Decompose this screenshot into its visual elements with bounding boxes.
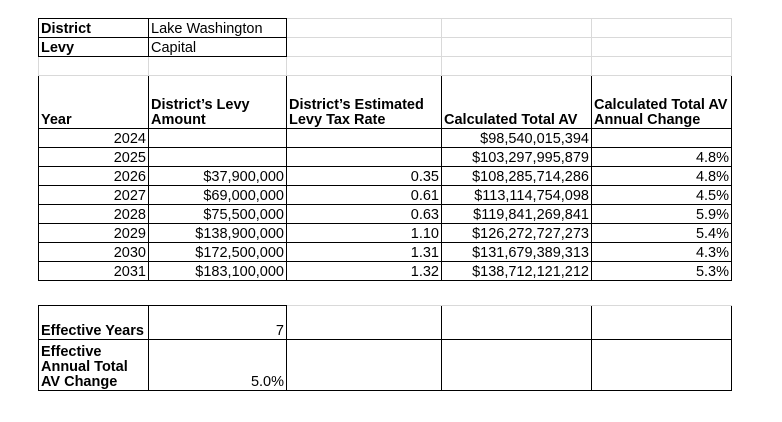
district-value: Lake Washington xyxy=(148,18,287,38)
year-cell: 2028 xyxy=(38,204,149,224)
tax-rate-cell: 0.63 xyxy=(286,204,442,224)
table-row: 2027 $69,000,000 0.61 $113,114,754,098 4.5% xyxy=(38,185,732,205)
data-rows: 2024 $98,540,015,394 2025 $103,297,995,879 4… xyxy=(38,128,732,281)
table-row: 2026 $37,900,000 0.35 $108,285,714,286 4.8% xyxy=(38,166,732,186)
levy-amount-cell: $75,500,000 xyxy=(148,204,287,224)
total-av-cell: $126,272,727,273 xyxy=(441,223,592,243)
av-change-cell xyxy=(591,128,732,148)
year-cell: 2030 xyxy=(38,242,149,262)
levy-spreadsheet: District Lake Washington Levy Capital Ye… xyxy=(38,18,732,391)
effective-years-value: 7 xyxy=(148,305,287,340)
total-av-cell: $119,841,269,841 xyxy=(441,204,592,224)
total-av-header: Calculated Total AV xyxy=(441,75,592,129)
total-av-cell: $131,679,389,313 xyxy=(441,242,592,262)
table-row: 2025 $103,297,995,879 4.8% xyxy=(38,147,732,167)
tax-rate-cell xyxy=(286,128,442,148)
levy-value: Capital xyxy=(148,37,287,57)
tax-rate-cell: 1.32 xyxy=(286,261,442,281)
tax-rate-cell: 0.61 xyxy=(286,185,442,205)
year-header: Year xyxy=(38,75,149,129)
levy-label: Levy xyxy=(38,37,149,57)
levy-amount-cell: $37,900,000 xyxy=(148,166,287,186)
year-cell: 2027 xyxy=(38,185,149,205)
av-change-cell: 5.9% xyxy=(591,204,732,224)
total-av-cell: $103,297,995,879 xyxy=(441,147,592,167)
av-change-cell: 4.8% xyxy=(591,147,732,167)
av-change-cell: 4.8% xyxy=(591,166,732,186)
effective-change-label: Effective Annual Total AV Change xyxy=(38,339,149,391)
levy-amount-cell: $183,100,000 xyxy=(148,261,287,281)
district-label: District xyxy=(38,18,149,38)
tax-rate-cell xyxy=(286,147,442,167)
levy-amount-cell xyxy=(148,128,287,148)
total-av-cell: $138,712,121,212 xyxy=(441,261,592,281)
tax-rate-cell: 1.31 xyxy=(286,242,442,262)
av-change-header: Calculated Total AV Annual Change xyxy=(591,75,732,129)
table-row: 2031 $183,100,000 1.32 $138,712,121,212 5.3% xyxy=(38,261,732,281)
av-change-cell: 5.3% xyxy=(591,261,732,281)
tax-rate-cell: 0.35 xyxy=(286,166,442,186)
table-row: 2024 $98,540,015,394 xyxy=(38,128,732,148)
effective-years-label: Effective Years xyxy=(38,305,149,340)
year-cell: 2026 xyxy=(38,166,149,186)
av-change-cell: 4.5% xyxy=(591,185,732,205)
tax-rate-header: District’s Estimated Levy Tax Rate xyxy=(286,75,442,129)
levy-amount-cell xyxy=(148,147,287,167)
effective-change-value: 5.0% xyxy=(148,339,287,391)
year-cell: 2025 xyxy=(38,147,149,167)
table-row: 2029 $138,900,000 1.10 $126,272,727,273 5.4% xyxy=(38,223,732,243)
tax-rate-cell: 1.10 xyxy=(286,223,442,243)
levy-amount-header: District’s Levy Amount xyxy=(148,75,287,129)
table-row: 2030 $172,500,000 1.31 $131,679,389,313 4.3% xyxy=(38,242,732,262)
total-av-cell: $98,540,015,394 xyxy=(441,128,592,148)
year-cell: 2029 xyxy=(38,223,149,243)
table-row: 2028 $75,500,000 0.63 $119,841,269,841 5.9% xyxy=(38,204,732,224)
total-av-cell: $108,285,714,286 xyxy=(441,166,592,186)
year-cell: 2024 xyxy=(38,128,149,148)
av-change-cell: 4.3% xyxy=(591,242,732,262)
levy-amount-cell: $172,500,000 xyxy=(148,242,287,262)
levy-amount-cell: $69,000,000 xyxy=(148,185,287,205)
year-cell: 2031 xyxy=(38,261,149,281)
total-av-cell: $113,114,754,098 xyxy=(441,185,592,205)
levy-amount-cell: $138,900,000 xyxy=(148,223,287,243)
av-change-cell: 5.4% xyxy=(591,223,732,243)
